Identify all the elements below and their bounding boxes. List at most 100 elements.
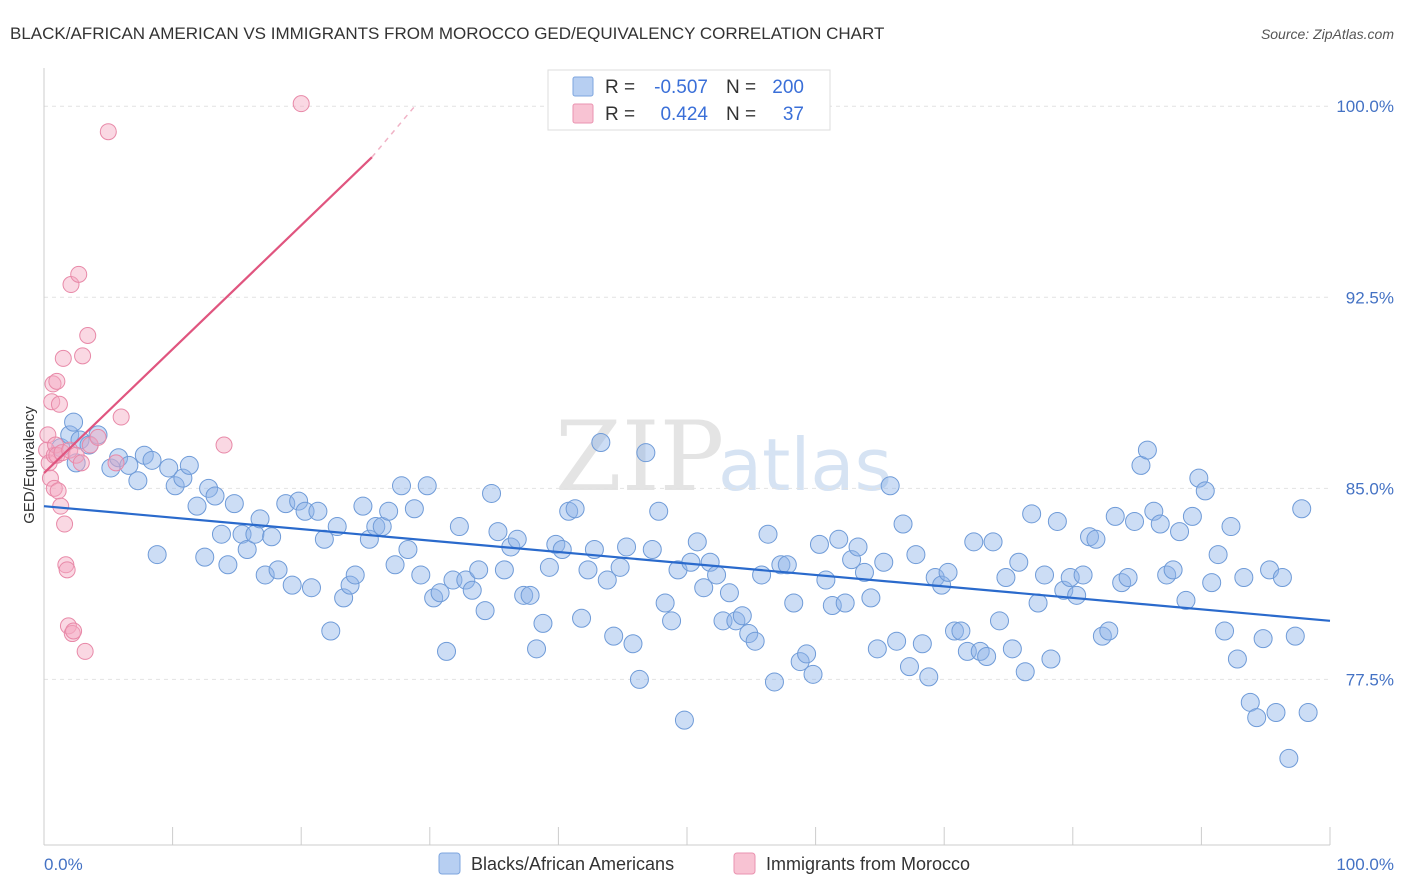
data-point-pink: [48, 372, 66, 390]
data-point-blue: [983, 532, 1003, 552]
data-point-blue: [1292, 499, 1312, 519]
data-point-blue: [475, 601, 495, 621]
data-point-blue: [546, 534, 566, 554]
data-point-pink: [70, 265, 88, 283]
data-point-blue: [784, 593, 804, 613]
data-point-pink: [49, 482, 67, 500]
data-point-blue: [262, 527, 282, 547]
data-point-blue: [662, 611, 682, 631]
series-immigrants-from-morocco: [38, 95, 310, 660]
data-point-blue: [250, 509, 270, 529]
data-point-blue: [764, 672, 784, 692]
data-point-blue: [147, 545, 167, 565]
y-tick-label: 85.0%: [1346, 479, 1394, 498]
data-point-pink: [99, 123, 117, 141]
data-point-blue: [874, 552, 894, 572]
data-point-blue: [642, 539, 662, 559]
data-point-blue: [179, 455, 199, 475]
data-point-blue: [199, 478, 219, 498]
data-point-pink: [107, 454, 125, 472]
data-point-blue: [996, 568, 1016, 588]
data-point-blue: [308, 501, 328, 521]
data-point-blue: [1009, 552, 1029, 572]
data-point-blue: [1234, 568, 1254, 588]
data-point-blue: [1041, 649, 1061, 669]
data-point-pink: [65, 622, 83, 640]
data-point-blue: [1137, 440, 1157, 460]
data-point-blue: [218, 555, 238, 575]
data-point-blue: [1157, 565, 1177, 585]
data-point-blue: [385, 555, 405, 575]
data-point-blue: [964, 532, 984, 552]
data-point-blue: [617, 537, 637, 557]
data-point-blue: [777, 555, 797, 575]
data-point-blue: [1266, 703, 1286, 723]
bottom-legend-label-pink: Immigrants from Morocco: [766, 854, 970, 874]
gridlines: [44, 105, 1330, 680]
data-point-blue: [835, 593, 855, 613]
trend-line-blue: [43, 505, 1331, 622]
data-point-blue: [1028, 593, 1048, 613]
data-point-blue: [1298, 703, 1318, 723]
data-point-blue: [417, 476, 437, 496]
data-point-blue: [854, 562, 874, 582]
x-axis-ticks: [43, 827, 1331, 845]
data-point-blue: [449, 517, 469, 537]
bottom-legend-swatch-blue: [438, 852, 461, 875]
data-point-blue: [861, 588, 881, 608]
data-point-blue: [989, 611, 1009, 631]
data-point-blue: [636, 443, 656, 463]
legend-box: R = -0.507 N = 200 R = 0.424 N = 37: [547, 69, 831, 131]
data-point-blue: [1253, 629, 1273, 649]
data-point-blue: [159, 458, 179, 478]
data-point-blue: [1144, 501, 1164, 521]
data-point-blue: [655, 593, 675, 613]
legend-n-value-blue: 200: [772, 77, 804, 98]
data-point-blue: [597, 570, 617, 590]
data-point-blue: [1189, 468, 1209, 488]
y-tick-label: 92.5%: [1346, 288, 1394, 307]
data-point-blue: [237, 539, 257, 559]
data-point-blue: [268, 560, 288, 580]
data-point-pink: [76, 642, 94, 660]
data-point-pink: [292, 95, 310, 113]
data-point-blue: [345, 565, 365, 585]
legend-r-label-blue: R =: [605, 77, 635, 98]
watermark-zip: ZIP: [555, 401, 724, 513]
data-point-blue: [462, 580, 482, 600]
data-point-blue: [1227, 649, 1247, 669]
data-point-blue: [533, 613, 553, 633]
data-point-blue: [848, 537, 868, 557]
data-point-blue: [906, 545, 926, 565]
data-point-blue: [1073, 565, 1093, 585]
trend-line-pink-extension: [371, 103, 418, 158]
data-point-blue: [938, 562, 958, 582]
data-point-blue: [803, 664, 823, 684]
y-axis-label: GED/Equivalency: [21, 406, 38, 524]
data-point-blue: [629, 669, 649, 689]
data-point-blue: [719, 583, 739, 603]
data-point-pink: [48, 446, 66, 464]
data-point-blue: [1099, 621, 1119, 641]
data-point-blue: [1195, 481, 1215, 501]
data-point-blue: [1054, 580, 1074, 600]
data-point-pink: [50, 395, 68, 413]
series-blacks-african-americans: [51, 412, 1318, 768]
data-point-blue: [60, 425, 80, 445]
data-point-blue: [578, 560, 598, 580]
data-point-blue: [353, 496, 373, 516]
data-point-blue: [119, 455, 139, 475]
data-point-blue: [1285, 626, 1305, 646]
data-point-blue: [64, 412, 84, 432]
data-point-blue: [224, 494, 244, 514]
data-point-blue: [790, 652, 810, 672]
data-point-blue: [623, 634, 643, 654]
data-point-blue: [912, 634, 932, 654]
data-point-blue: [514, 585, 534, 605]
bottom-legend-label-blue: Blacks/African Americans: [471, 854, 674, 874]
data-point-blue: [142, 450, 162, 470]
data-point-blue: [1125, 511, 1145, 531]
legend-frame: [547, 69, 831, 131]
data-point-blue: [507, 529, 527, 549]
